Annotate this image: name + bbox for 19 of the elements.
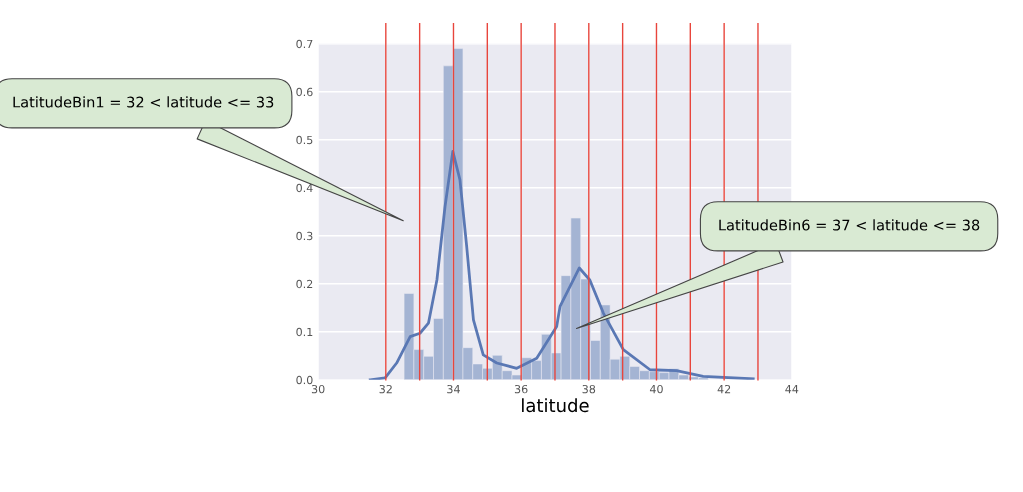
x-tick-label: 36	[514, 384, 528, 394]
x-tick-label: 32	[379, 384, 392, 394]
x-tick-label: 38	[582, 384, 596, 394]
y-tick-label: 0.0	[296, 375, 313, 385]
x-axis-title: latitude	[522, 398, 589, 413]
x-tick-label: 42	[717, 384, 731, 394]
x-tick-label: 34	[447, 384, 460, 394]
y-tick-label: 0.4	[296, 183, 313, 193]
y-tick-label: 0.5	[296, 135, 313, 145]
y-tick-label: 0.6	[296, 87, 313, 97]
x-tick-label: 44	[785, 385, 799, 394]
text: LatitudeBin1 = 32 < latitude <= 33	[13, 96, 274, 108]
annotation: LatitudeBin6 = 37 < latitude <= 38	[719, 219, 980, 231]
y-tick-label: 0.2	[296, 279, 313, 289]
x-tick-label: 30	[311, 384, 325, 394]
y-tick-label: 0.1	[296, 327, 313, 337]
y-tick-label: 0.7	[296, 39, 313, 49]
y-tick-label: 0.3	[296, 231, 313, 241]
x-tick-label: 40	[649, 384, 663, 394]
